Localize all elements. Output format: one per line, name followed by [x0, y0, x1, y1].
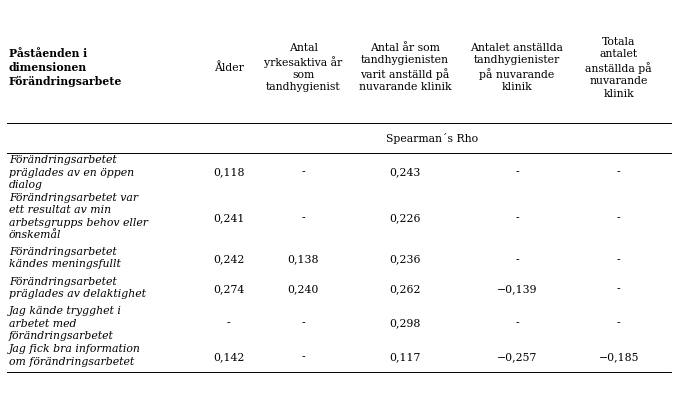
- Text: -: -: [302, 318, 305, 328]
- Text: −0,257: −0,257: [497, 352, 537, 362]
- Text: -: -: [302, 352, 305, 362]
- Text: 0,142: 0,142: [213, 352, 245, 362]
- Text: -: -: [302, 167, 305, 177]
- Text: 0,262: 0,262: [389, 285, 421, 295]
- Text: -: -: [302, 213, 305, 223]
- Text: −0,139: −0,139: [497, 285, 537, 295]
- Text: Jag kände trygghet i
arbetet med
förändringsarbetet: Jag kände trygghet i arbetet med förändr…: [9, 306, 121, 341]
- Text: Förändringsarbetet var
ett resultat av min
arbetsgrupps behov eller
önskemål: Förändringsarbetet var ett resultat av m…: [9, 193, 148, 240]
- Text: 0,242: 0,242: [213, 255, 245, 265]
- Text: 0,226: 0,226: [389, 213, 421, 223]
- Text: Ålder: Ålder: [214, 62, 244, 73]
- Text: 0,298: 0,298: [389, 318, 421, 328]
- Text: 0,138: 0,138: [287, 255, 319, 265]
- Text: Antal
yrkesaktiva år
som
tandhygienist: Antal yrkesaktiva år som tandhygienist: [264, 43, 342, 92]
- Text: 0,117: 0,117: [389, 352, 421, 362]
- Text: -: -: [617, 167, 620, 177]
- Text: -: -: [617, 255, 620, 265]
- Text: 0,240: 0,240: [287, 285, 319, 295]
- Text: -: -: [227, 318, 231, 328]
- Text: Totala
antalet
anställda på
nuvarande
klinik: Totala antalet anställda på nuvarande kl…: [585, 37, 652, 99]
- Text: Antalet anställda
tandhygienister
på nuvarande
klinik: Antalet anställda tandhygienister på nuv…: [471, 43, 563, 92]
- Text: -: -: [515, 318, 519, 328]
- Text: -: -: [617, 318, 620, 328]
- Text: -: -: [515, 213, 519, 223]
- Text: 0,243: 0,243: [389, 167, 421, 177]
- Text: -: -: [515, 167, 519, 177]
- Text: 0,236: 0,236: [389, 255, 421, 265]
- Text: -: -: [617, 285, 620, 295]
- Text: 0,118: 0,118: [213, 167, 245, 177]
- Text: Påståenden i
dimensionen
Förändringsarbete: Påståenden i dimensionen Förändringsarbe…: [9, 49, 122, 87]
- Text: Spearman´s Rho: Spearman´s Rho: [386, 133, 478, 144]
- Text: Förändringsarbetet
präglades av delaktighet: Förändringsarbetet präglades av delaktig…: [9, 277, 146, 299]
- Text: -: -: [617, 213, 620, 223]
- Text: 0,274: 0,274: [213, 285, 245, 295]
- Text: -: -: [515, 255, 519, 265]
- Text: −0,185: −0,185: [599, 352, 639, 362]
- Text: Antal år som
tandhygienisten
varit anställd på
nuvarande klinik: Antal år som tandhygienisten varit anstä…: [359, 43, 452, 92]
- Text: Förändringsarbetet
präglades av en öppen
dialog: Förändringsarbetet präglades av en öppen…: [9, 155, 134, 190]
- Text: Jag fick bra information
om förändringsarbetet: Jag fick bra information om förändringsa…: [9, 344, 141, 367]
- Text: 0,241: 0,241: [213, 213, 245, 223]
- Text: Förändringsarbetet
kändes meningsfullt: Förändringsarbetet kändes meningsfullt: [9, 247, 121, 269]
